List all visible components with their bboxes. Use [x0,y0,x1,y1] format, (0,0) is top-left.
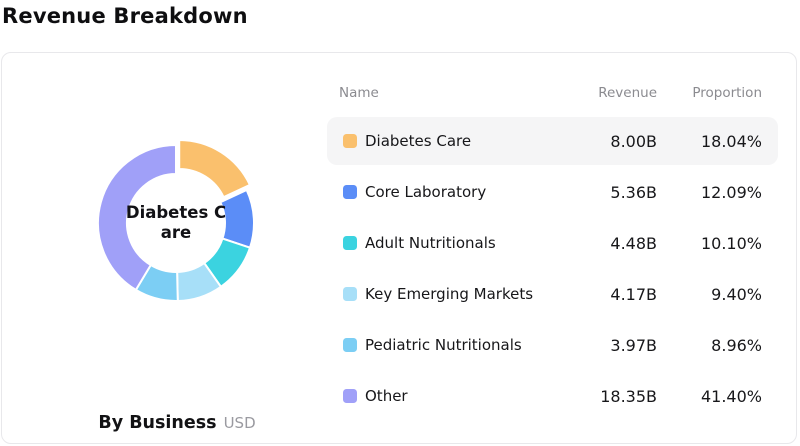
series-color-swatch [343,338,357,352]
series-table: Name Revenue Proportion Diabetes Care 8.… [327,83,778,423]
chart-caption-title: By Business [98,413,217,433]
chart-caption-unit: USD [223,414,256,432]
donut-slice-other[interactable] [96,143,177,292]
donut-chart-area: Diabetes C are By Business USD [2,53,352,443]
table-header-row: Name Revenue Proportion [327,83,778,103]
series-proportion: 8.96% [711,335,762,355]
series-name: Other [365,387,408,405]
series-color-swatch [343,236,357,250]
page-title: Revenue Breakdown [2,4,248,28]
series-revenue: 4.17B [610,284,657,304]
header-name: Name [339,85,379,101]
series-name: Diabetes Care [365,132,472,150]
series-revenue: 8.00B [610,131,657,151]
series-proportion: 18.04% [700,131,762,151]
header-proportion: Proportion [692,85,762,101]
donut-slice-diabetes-care[interactable] [178,138,252,199]
table-body: Diabetes Care 8.00B 18.04% Core Laborato… [327,117,778,420]
series-name: Pediatric Nutritionals [365,336,522,354]
series-name: Core Laboratory [365,183,487,201]
donut-chart [96,138,255,303]
series-proportion: 9.40% [711,284,762,304]
series-color-swatch [343,389,357,403]
chart-caption: By Business USD [2,409,352,437]
table-row[interactable]: Key Emerging Markets 4.17B 9.40% [327,270,778,318]
series-proportion: 10.10% [700,233,762,253]
series-revenue: 5.36B [610,182,657,202]
series-color-swatch [343,185,357,199]
revenue-breakdown-card: Diabetes C are By Business USD Name Reven… [1,52,797,444]
table-row[interactable]: Pediatric Nutritionals 3.97B 8.96% [327,321,778,369]
header-revenue: Revenue [598,85,657,101]
table-row[interactable]: Adult Nutritionals 4.48B 10.10% [327,219,778,267]
series-color-swatch [343,134,357,148]
series-name: Key Emerging Markets [365,285,534,303]
series-color-swatch [343,287,357,301]
series-revenue: 18.35B [600,386,657,406]
series-name: Adult Nutritionals [365,234,496,252]
series-proportion: 12.09% [700,182,762,202]
table-row[interactable]: Diabetes Care 8.00B 18.04% [327,117,778,165]
series-revenue: 4.48B [610,233,657,253]
series-proportion: 41.40% [700,386,762,406]
series-revenue: 3.97B [610,335,657,355]
table-row[interactable]: Other 18.35B 41.40% [327,372,778,420]
table-row[interactable]: Core Laboratory 5.36B 12.09% [327,168,778,216]
